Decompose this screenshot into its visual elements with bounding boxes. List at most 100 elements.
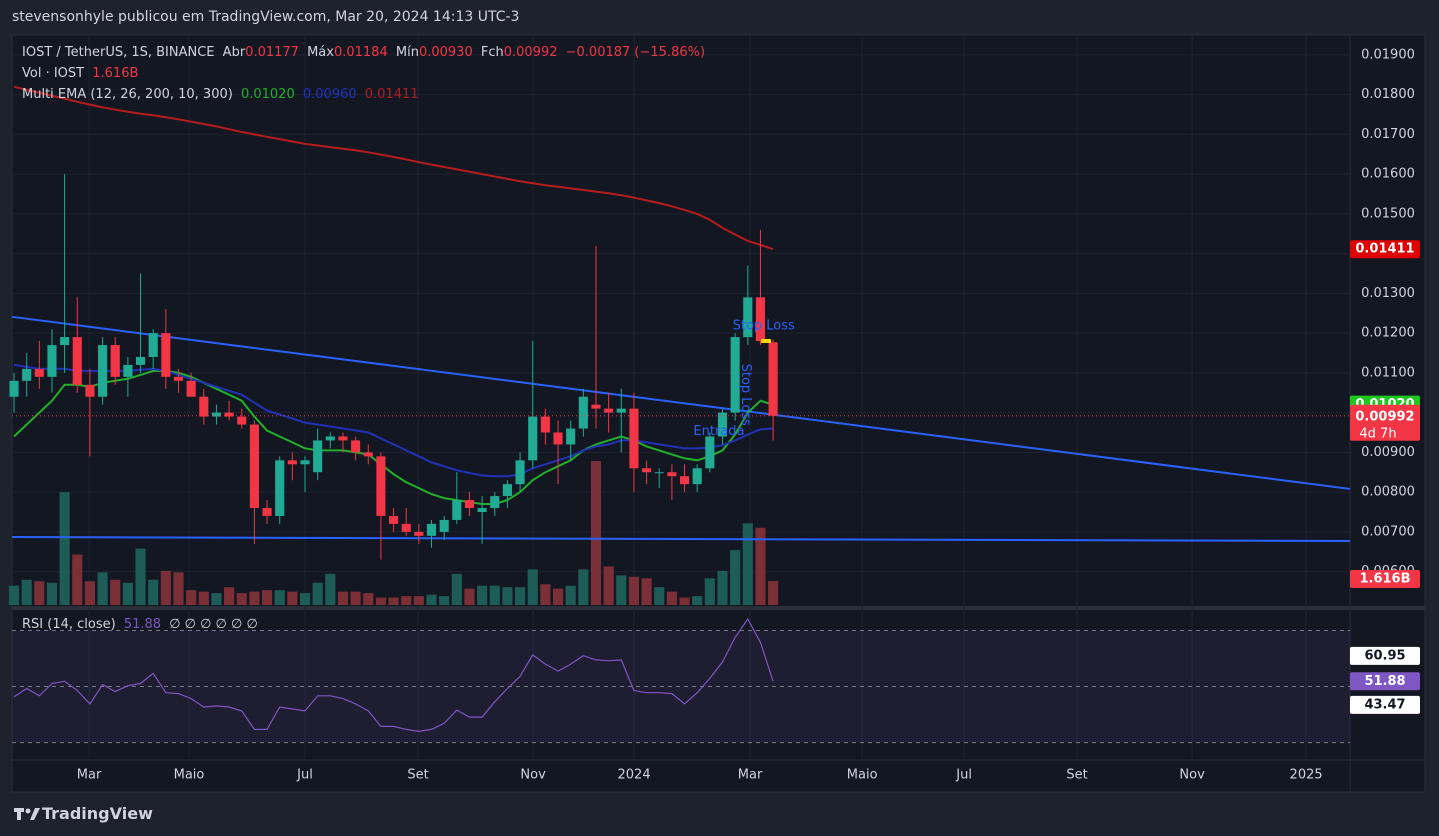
candle-body <box>452 500 462 520</box>
x-tick-label: 2025 <box>1290 768 1323 783</box>
volume-bar <box>8 585 20 605</box>
annotation: Stop Loss <box>733 318 795 333</box>
rsi-badge-label: 51.88 <box>1364 674 1405 689</box>
ema-legend: Multi EMA (12, 26, 200, 10, 300) 0.01020… <box>22 87 423 102</box>
symbol-legend: IOST / TetherUS, 1S, BINANCE Abr0.01177 … <box>22 45 709 60</box>
volume-bar <box>363 593 374 605</box>
price-badge <box>1350 404 1420 441</box>
volume-bar <box>692 596 703 605</box>
volume-bar <box>654 587 665 605</box>
rsi-legend: RSI (14, close) 51.88 ∅ ∅ ∅ ∅ ∅ ∅ <box>22 617 262 632</box>
candle-body <box>464 500 475 509</box>
volume-bar <box>515 587 526 605</box>
ohlc-label: Mín <box>395 45 419 60</box>
volume-bar <box>489 585 500 605</box>
ohlc-label: Máx <box>307 45 334 60</box>
x-tick-label: Nov <box>1179 768 1205 783</box>
candle-body <box>604 408 614 413</box>
x-tick-label: Set <box>1066 768 1087 783</box>
volume-bar <box>502 587 513 605</box>
volume-bar <box>755 527 766 605</box>
volume-legend: Vol · IOST 1.616B <box>22 66 142 81</box>
candle-body <box>161 333 171 377</box>
volume-bar <box>186 590 197 605</box>
volume-bar <box>666 591 677 605</box>
candle-body <box>616 408 626 413</box>
candle-body <box>717 412 728 437</box>
x-tick-label: Jul <box>296 768 313 783</box>
candle-body <box>591 404 601 409</box>
brand: TradingView <box>42 804 153 823</box>
volume-bar <box>211 593 222 605</box>
candle-body <box>566 428 576 445</box>
volume-bar <box>160 570 171 605</box>
candle-body <box>553 432 563 445</box>
candle-body <box>98 345 108 397</box>
candle-body <box>363 452 373 457</box>
candle-body <box>34 368 44 377</box>
x-tick-label: Jul <box>955 768 972 783</box>
volume-badge-label: 1.616B <box>1359 572 1410 587</box>
candle-body <box>47 345 57 377</box>
rsi-axis-badge-label: 60.95 <box>1364 648 1405 663</box>
volume-bar <box>616 575 627 605</box>
candle-body <box>313 440 323 473</box>
ohlc-value: 0.01184 <box>333 45 388 60</box>
volume-bar <box>59 492 70 605</box>
candle-body <box>275 460 285 516</box>
volume-bar <box>312 582 323 605</box>
volume-bar <box>287 591 298 605</box>
candle-body <box>426 523 437 536</box>
x-tick-label: Mar <box>77 768 102 783</box>
volume-bar <box>552 588 564 605</box>
volume-bar <box>401 596 412 605</box>
y-tick-label: 0.00800 <box>1361 485 1415 500</box>
volume-bar <box>730 550 741 605</box>
y-tick-label: 0.01700 <box>1361 127 1415 142</box>
candle-body <box>376 456 386 516</box>
candle-body <box>9 380 19 397</box>
y-tick-label: 0.00900 <box>1361 445 1415 460</box>
trendline <box>11 536 1351 543</box>
candle-body <box>186 380 196 397</box>
volume-bar <box>578 569 589 605</box>
countdown: 4d 7h <box>1359 426 1396 441</box>
x-tick-label: Maio <box>847 768 878 783</box>
price-badge-label: 0.00992 <box>1355 409 1414 424</box>
volume-bar <box>46 582 58 605</box>
rsi-line <box>13 617 774 733</box>
volume-bar <box>451 573 462 605</box>
volume-bar <box>527 569 538 605</box>
y-tick-label: 0.01800 <box>1361 87 1415 102</box>
volume-bar <box>439 596 450 605</box>
volume-bar <box>641 578 652 605</box>
volume-bar <box>375 597 386 605</box>
volume-label: Vol · IOST <box>22 66 85 81</box>
candle-body <box>148 333 158 357</box>
candle-body <box>351 440 361 453</box>
volume-bar <box>110 579 121 605</box>
candle-body <box>730 337 740 413</box>
brand-logo <box>14 808 40 820</box>
publisher-line: stevensonhyle publicou em TradingView.co… <box>12 9 520 25</box>
volume-bar <box>768 581 779 605</box>
candle-body <box>262 508 272 516</box>
ohlc-value: 0.00992 <box>503 45 558 60</box>
volume-bar <box>135 548 146 605</box>
volume-bar <box>742 523 753 605</box>
candle-body <box>439 519 449 532</box>
y-tick-label: 0.01900 <box>1361 47 1415 62</box>
plot-layer: 0.006000.007000.008000.009000.010000.011… <box>8 35 1420 783</box>
symbol: IOST / TetherUS, 1S, BINANCE <box>22 45 215 60</box>
x-tick-label: 2024 <box>618 768 651 783</box>
candle-body <box>490 496 500 509</box>
volume-bar <box>540 584 551 605</box>
ohlc-label: Fch <box>480 45 504 60</box>
candle-body <box>338 436 348 441</box>
ema-value: 0.01411 <box>364 87 419 102</box>
rsi-badge <box>1350 672 1420 691</box>
candle-body <box>401 523 411 532</box>
volume-bar <box>72 554 83 605</box>
rsi-label: RSI (14, close) <box>22 617 116 632</box>
